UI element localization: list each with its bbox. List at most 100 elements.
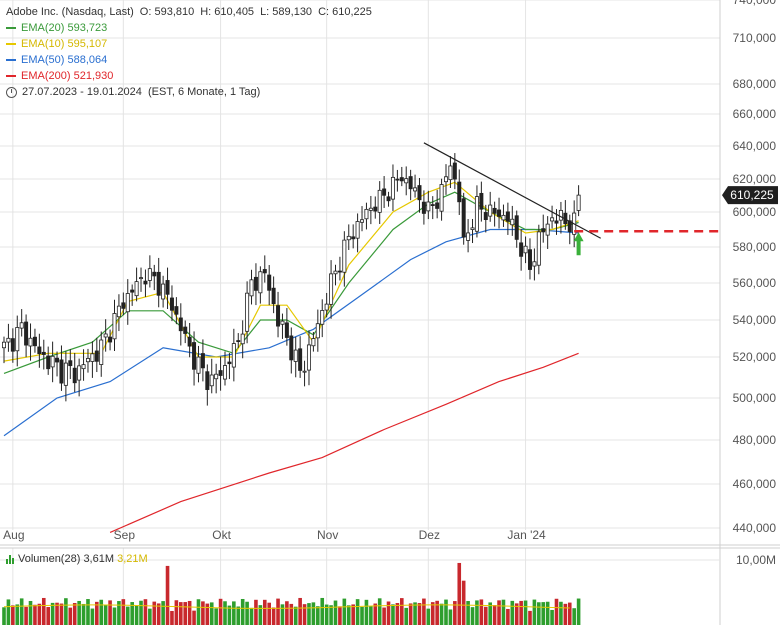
volume-bar: [170, 610, 174, 625]
volume-bar: [369, 606, 373, 625]
legend-ema20[interactable]: EMA(20) 593,723: [6, 20, 378, 36]
volume-bar: [320, 597, 325, 625]
volume-bar: [492, 605, 497, 625]
ema20-label: EMA(20): [21, 22, 65, 34]
volume-bar: [28, 600, 33, 625]
period-info: (EST, 6 Monate, 1 Tag): [148, 86, 261, 98]
volume-legend: Volumen(28) 3,61M 3,21M: [6, 553, 148, 565]
candle-body: [68, 360, 73, 367]
volume-bar: [324, 604, 329, 625]
y-tick-label: 480,000: [733, 433, 777, 447]
volume-bar: [338, 606, 342, 625]
volume-bar: [479, 599, 484, 625]
candle-body: [161, 283, 166, 300]
volume-bar: [19, 598, 24, 625]
volume-bar: [439, 603, 444, 625]
volume-bar: [298, 597, 302, 625]
volume-bar: [554, 598, 559, 625]
y-tick-label: 560,000: [733, 276, 777, 290]
volume-bar: [77, 600, 81, 625]
volume-bar: [329, 605, 333, 625]
volume-bars: [2, 562, 581, 625]
candle-body: [41, 351, 46, 355]
candle-body: [320, 310, 325, 325]
period-range: 27.07.2023 - 19.01.2024: [22, 86, 142, 98]
volume-bar: [316, 606, 320, 625]
volume-bar: [453, 601, 457, 625]
candle-body: [200, 353, 205, 369]
volume-bar: [514, 603, 519, 625]
candle-body: [280, 320, 285, 325]
candle-body: [541, 228, 546, 233]
candle-body: [10, 338, 15, 352]
candle-body: [81, 364, 86, 370]
candle-body: [492, 207, 497, 214]
volume-bar: [528, 610, 532, 625]
candle-body: [368, 207, 373, 211]
volume-bar: [532, 599, 537, 625]
volume-bar: [386, 601, 391, 625]
volume-bar: [550, 609, 554, 625]
volume-bar: [262, 599, 267, 625]
candle-body: [6, 337, 11, 343]
ema50-label: EMA(50): [21, 54, 65, 66]
legend-ema10[interactable]: EMA(10) 595,107: [6, 36, 378, 52]
candle-body: [174, 306, 179, 315]
volume-bar: [395, 603, 400, 625]
candle-body: [470, 227, 475, 230]
volume-bar: [506, 608, 510, 625]
volume-bar: [280, 604, 285, 625]
volume-bar: [218, 598, 223, 625]
volume-bar: [342, 598, 347, 625]
candle-body: [554, 220, 559, 224]
volume-bar: [125, 606, 130, 625]
candle-body: [483, 212, 488, 221]
candle-body: [59, 359, 64, 384]
volume-bar: [68, 607, 73, 625]
ema200-value: 521,930: [73, 70, 114, 82]
instrument-label: Adobe Inc. (Nasdaq, Last): [6, 6, 134, 18]
candle-body: [289, 335, 294, 361]
candle-body: [298, 348, 303, 371]
ema10-label: EMA(10): [21, 38, 65, 50]
ema10-value: 595,107: [67, 38, 108, 50]
candle-body: [474, 196, 479, 232]
candle-body: [413, 187, 418, 192]
price-badge-label: 610,225: [730, 188, 774, 202]
x-tick-label: Dez: [419, 528, 440, 542]
candle-body: [315, 323, 320, 339]
legend-ema50[interactable]: EMA(50) 588,064: [6, 52, 378, 68]
volume-bar: [488, 602, 492, 625]
candle-body: [390, 176, 395, 200]
candle-body: [271, 287, 276, 305]
volume-bar: [519, 600, 523, 625]
y-tick-label: 540,000: [733, 313, 777, 327]
volume-bar: [103, 604, 108, 625]
volume-bar: [64, 598, 68, 625]
candle-body: [386, 196, 391, 202]
high-value: H: 610,405: [200, 6, 255, 18]
volume-bar: [413, 602, 417, 625]
candle-body: [116, 305, 121, 318]
volume-bar: [249, 607, 254, 625]
candle-body: [426, 201, 431, 212]
volume-bar: [267, 602, 271, 625]
y-tick-label: 710,000: [733, 31, 777, 45]
y-tick-label: 680,000: [733, 77, 777, 91]
trendline: [423, 142, 601, 239]
legend-ema200[interactable]: EMA(200) 521,930: [6, 68, 378, 84]
volume-bar: [404, 607, 409, 625]
volume-label: Volumen(28): [18, 553, 81, 565]
candle-body: [514, 215, 519, 240]
candle-body: [284, 322, 289, 338]
candle-body: [231, 343, 236, 368]
volume-bar: [174, 600, 179, 625]
volume-bar: [81, 603, 86, 625]
volume-bar: [209, 602, 214, 625]
candle-body: [108, 336, 113, 343]
candle-body: [360, 219, 365, 223]
candle-body: [77, 365, 82, 381]
volume-bar: [134, 605, 139, 625]
volume-bar: [2, 607, 6, 625]
candle-body: [32, 336, 37, 347]
